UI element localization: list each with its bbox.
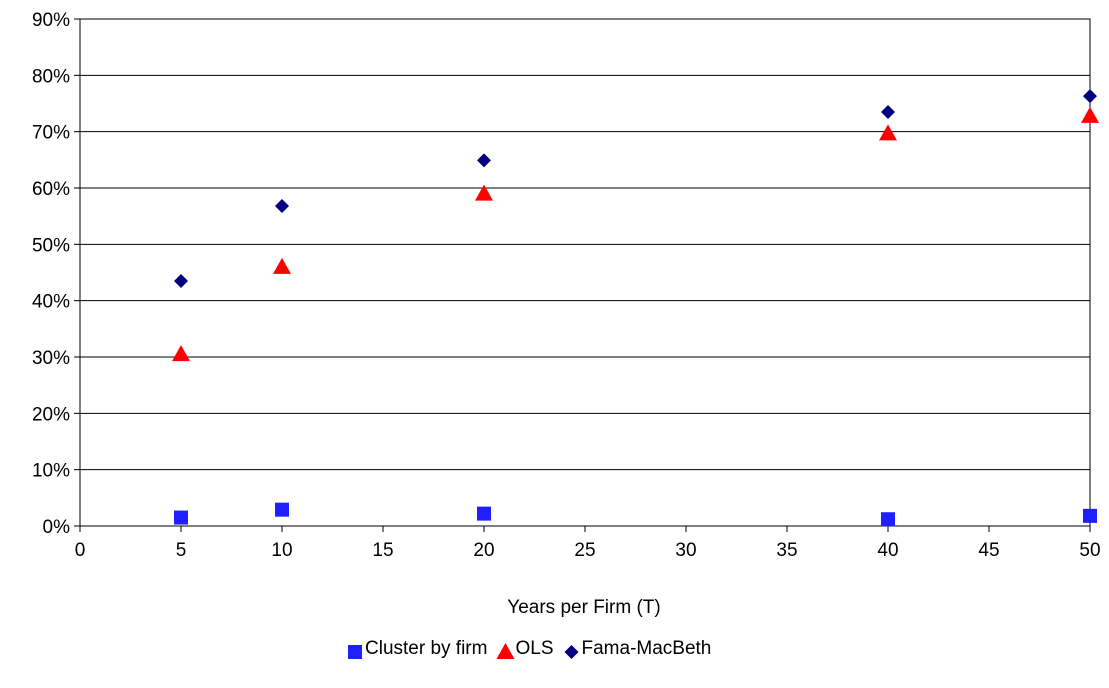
point-fama-macbeth bbox=[477, 153, 491, 168]
legend-label-cluster-by-firm: Cluster by firm bbox=[365, 638, 487, 659]
y-tick-label: 40% bbox=[32, 292, 70, 313]
y-tick-label: 70% bbox=[32, 123, 70, 144]
x-axis-title: Years per Firm (T) bbox=[507, 597, 660, 618]
x-tick-label: 40 bbox=[877, 540, 898, 561]
y-tick-label: 10% bbox=[32, 461, 70, 482]
x-axis-ticks: 0 5 10 15 20 25 30 35 40 45 50 bbox=[75, 526, 1101, 561]
legend-marker-cluster-by-firm bbox=[348, 645, 362, 659]
legend: Cluster by firm OLS Fama-MacBeth bbox=[348, 638, 711, 659]
x-tick-label: 30 bbox=[675, 540, 696, 561]
x-tick-label: 50 bbox=[1079, 540, 1100, 561]
y-tick-label: 90% bbox=[32, 10, 70, 31]
x-tick-label: 20 bbox=[473, 540, 494, 561]
legend-label-fama-macbeth: Fama-MacBeth bbox=[582, 638, 712, 659]
x-tick-label: 5 bbox=[176, 540, 187, 561]
legend-marker-fama-macbeth bbox=[564, 645, 579, 659]
y-tick-label: 30% bbox=[32, 348, 70, 369]
y-tick-label: 60% bbox=[32, 179, 70, 200]
point-ols bbox=[475, 184, 493, 201]
x-tick-label: 15 bbox=[372, 540, 393, 561]
point-cluster-by-firm bbox=[174, 510, 188, 525]
x-tick-label: 10 bbox=[271, 540, 292, 561]
point-fama-macbeth bbox=[275, 199, 289, 214]
x-tick-label: 45 bbox=[978, 540, 999, 561]
plot-border bbox=[79, 18, 1091, 527]
y-tick-label: 0% bbox=[43, 517, 71, 538]
y-tick-label: 80% bbox=[32, 66, 70, 87]
legend-item-cluster-by-firm: Cluster by firm bbox=[348, 638, 487, 659]
point-ols bbox=[1081, 106, 1099, 123]
y-axis-ticks: 0% 10% 20% 30% 40% 50% 60% 70% 80% 90% bbox=[32, 10, 80, 538]
x-tick-label: 35 bbox=[776, 540, 797, 561]
y-tick-label: 50% bbox=[32, 235, 70, 256]
point-ols bbox=[172, 345, 190, 362]
point-fama-macbeth bbox=[174, 273, 188, 288]
legend-item-fama-macbeth: Fama-MacBeth bbox=[564, 638, 712, 659]
point-cluster-by-firm bbox=[1083, 508, 1097, 523]
data-points bbox=[172, 89, 1099, 527]
point-fama-macbeth bbox=[1083, 89, 1097, 104]
point-cluster-by-firm bbox=[275, 502, 289, 517]
y-tick-label: 20% bbox=[32, 404, 70, 425]
legend-marker-ols bbox=[496, 643, 515, 659]
legend-label-ols: OLS bbox=[515, 638, 553, 659]
gridlines bbox=[80, 18, 1090, 471]
point-ols bbox=[273, 257, 291, 274]
point-fama-macbeth bbox=[881, 104, 895, 119]
legend-item-ols: OLS bbox=[496, 638, 554, 659]
point-cluster-by-firm bbox=[881, 512, 895, 527]
point-cluster-by-firm bbox=[477, 506, 491, 521]
point-ols bbox=[879, 124, 897, 141]
x-tick-label: 0 bbox=[75, 540, 86, 561]
x-tick-label: 25 bbox=[574, 540, 595, 561]
axes bbox=[79, 18, 1091, 527]
